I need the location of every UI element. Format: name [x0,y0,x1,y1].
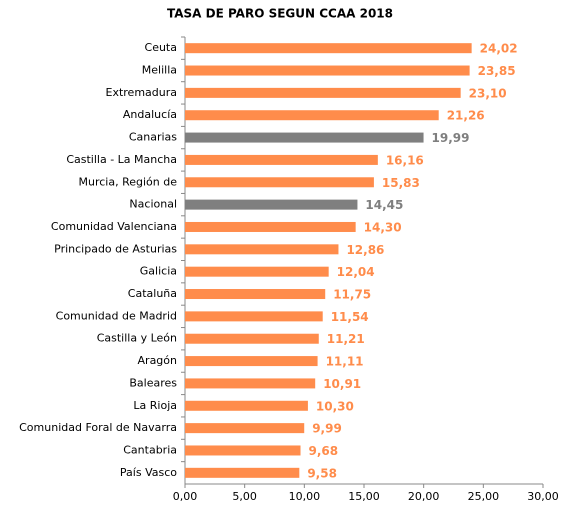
value-label: 14,45 [365,198,403,212]
bar [185,266,329,277]
value-label: 16,16 [386,153,424,167]
value-label: 19,99 [432,131,470,145]
x-tick-label: 0,00 [173,490,198,503]
bar [185,221,356,232]
bar [185,110,439,121]
bar [185,467,300,478]
x-tick-label: 25,00 [468,490,500,503]
y-tick-label: Cataluña [128,287,177,300]
bar [185,199,358,210]
value-label: 21,26 [447,109,485,123]
value-label: 12,86 [346,243,384,257]
bar [185,244,339,255]
y-tick-label: Melilla [142,64,177,77]
bar [185,65,470,76]
y-tick-label: Comunidad Foral de Navarra [19,421,177,434]
y-tick-label: Aragón [138,354,178,367]
y-tick-label: Murcia, Región de [79,175,178,188]
y-tick-label: Nacional [129,198,177,211]
x-tick-label: 5,00 [232,490,257,503]
y-tick-label: Comunidad de Madrid [56,309,177,322]
bar [185,87,461,98]
value-label: 10,30 [316,399,354,413]
chart-title: TASA DE PARO SEGUN CCAA 2018 [167,7,393,21]
y-tick-label: Baleares [129,376,177,389]
x-tick-label: 15,00 [348,490,380,503]
value-label: 9,68 [309,444,339,458]
y-tick-label: Castilla - La Mancha [66,153,177,166]
value-label: 24,02 [480,42,518,56]
value-label: 12,04 [337,265,375,279]
x-tick-label: 10,00 [289,490,321,503]
bar [185,378,316,389]
value-label: 10,91 [323,377,361,391]
y-tick-label: País Vasco [120,466,177,479]
bar [185,400,308,411]
bar [185,445,301,456]
value-label: 14,30 [364,220,402,234]
value-label: 23,85 [478,64,516,78]
bar [185,311,323,322]
y-tick-label: Castilla y León [97,332,177,345]
x-tick-label: 20,00 [408,490,440,503]
value-label: 9,58 [307,466,337,480]
y-tick-label: Comunidad Valenciana [51,220,177,233]
value-label: 15,83 [382,176,420,190]
value-label: 11,11 [326,355,364,369]
bar [185,356,318,367]
bar [185,289,326,300]
value-label: 9,99 [312,422,342,436]
bar [185,333,319,344]
y-tick-label: Canarias [129,131,177,144]
y-tick-label: Cantabria [123,443,177,456]
y-tick-label: Principado de Asturias [54,242,177,255]
bar [185,423,305,434]
x-tick-label: 30,00 [527,490,559,503]
bar [185,154,378,165]
value-label: 11,21 [327,332,365,346]
bar [185,43,472,54]
value-label: 23,10 [469,86,507,100]
y-tick-label: La Rioja [133,399,177,412]
y-tick-label: Extremadura [106,86,178,99]
bar [185,177,374,188]
value-label: 11,54 [331,310,369,324]
y-tick-label: Andalucía [123,108,177,121]
y-tick-label: Galicia [140,265,177,278]
value-label: 11,75 [333,288,371,302]
y-tick-label: Ceuta [145,41,177,54]
bar [185,132,424,143]
